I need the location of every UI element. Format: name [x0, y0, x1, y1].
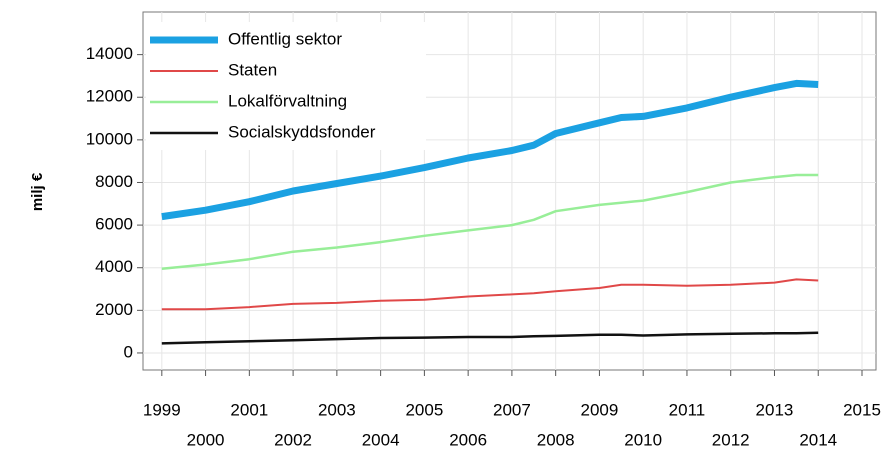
y-tick-label: 10000 [86, 129, 133, 148]
x-tick-label: 1999 [143, 400, 181, 419]
y-tick-label: 8000 [95, 172, 133, 191]
y-tick-label: 6000 [95, 215, 133, 234]
x-tick-label: 2012 [712, 430, 750, 449]
x-tick-label: 2005 [405, 400, 443, 419]
legend-label: Staten [228, 60, 277, 79]
y-tick-label: 2000 [95, 300, 133, 319]
legend-label: Offentlig sektor [228, 29, 342, 48]
y-tick-label: 0 [124, 342, 133, 361]
x-tick-label: 2015 [843, 400, 881, 419]
x-tick-label: 2004 [362, 430, 400, 449]
x-tick-label: 2014 [799, 430, 837, 449]
x-tick-label: 2008 [537, 430, 575, 449]
x-tick-label: 2011 [669, 400, 706, 419]
y-tick-label: 4000 [95, 257, 133, 276]
y-axis-label: milj € [29, 172, 46, 211]
x-tick-label: 2007 [493, 400, 531, 419]
x-tick-label: 2009 [581, 400, 619, 419]
legend-label: Socialskyddsfonder [228, 122, 376, 141]
line-series [161, 331, 819, 345]
line-series [161, 79, 819, 221]
x-tick-label: 2010 [624, 430, 662, 449]
x-tick-label: 2013 [756, 400, 794, 419]
legend-label: Lokalförvaltning [228, 91, 347, 110]
x-tick-label: 2002 [274, 430, 312, 449]
x-tick-label: 2001 [230, 400, 268, 419]
x-tick-label: 2006 [449, 430, 487, 449]
line-series [161, 278, 819, 311]
y-tick-label: 12000 [86, 87, 133, 106]
x-tick-label: 2000 [187, 430, 225, 449]
y-tick-label: 14000 [86, 44, 133, 63]
x-tick-label: 2003 [318, 400, 356, 419]
line-series [161, 173, 819, 271]
